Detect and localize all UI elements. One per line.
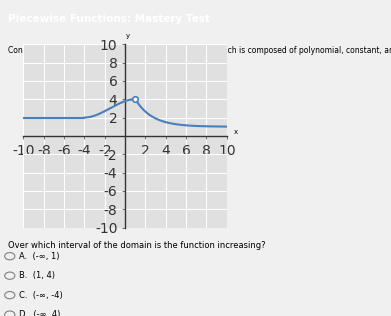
Text: D.  (-∞, 4): D. (-∞, 4)	[19, 310, 60, 316]
Text: Over which interval of the domain is the function increasing?: Over which interval of the domain is the…	[8, 241, 265, 250]
Text: Piecewise Functions: Mastery Test: Piecewise Functions: Mastery Test	[8, 14, 210, 24]
Text: C.  (-∞, -4): C. (-∞, -4)	[19, 291, 63, 300]
Text: x: x	[234, 129, 238, 135]
Text: B.  (1, 4): B. (1, 4)	[19, 271, 55, 280]
Text: y: y	[126, 33, 130, 39]
Text: Consider the piecewise function shown on the graph, which is composed of polynom: Consider the piecewise function shown on…	[8, 46, 391, 55]
Text: A.  (-∞, 1): A. (-∞, 1)	[19, 252, 59, 261]
